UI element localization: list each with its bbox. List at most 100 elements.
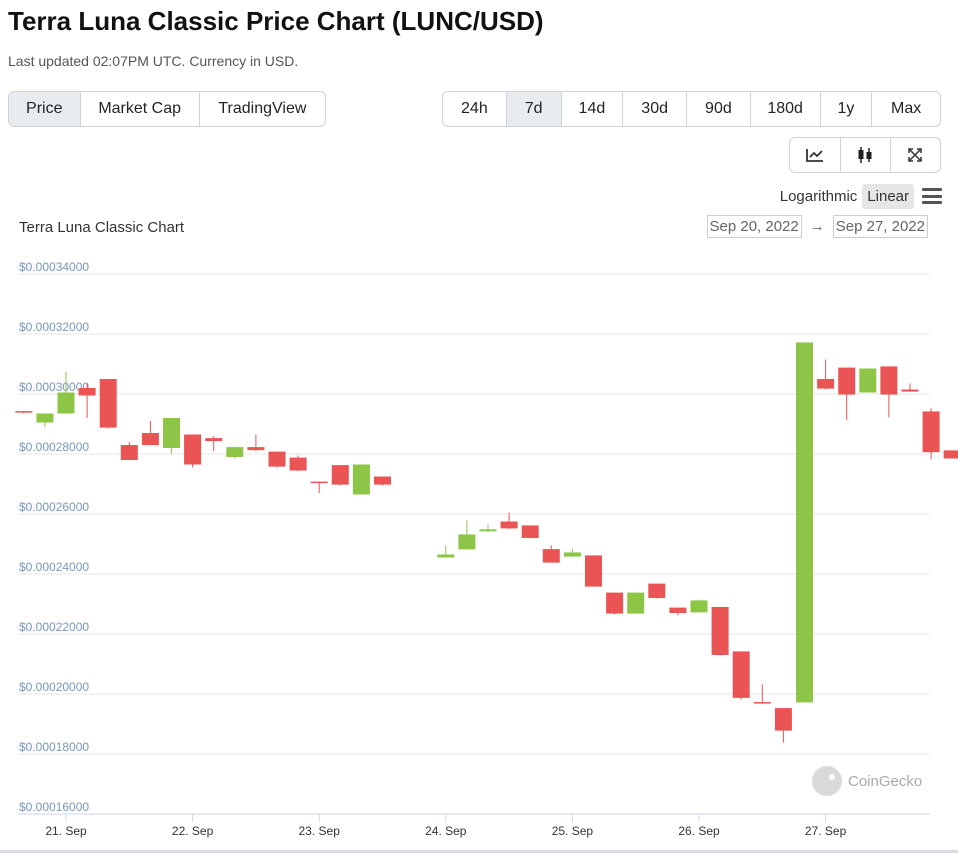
candle-down[interactable] [331, 465, 349, 486]
candle-body [226, 447, 244, 457]
candle-body [859, 368, 877, 393]
candle-down[interactable] [711, 607, 729, 656]
scale-selector: Logarithmic Linear [775, 181, 942, 211]
candle-down[interactable] [774, 708, 792, 743]
candle-down[interactable] [205, 436, 223, 451]
linear-option[interactable]: Linear [862, 183, 914, 209]
candle-down[interactable] [817, 359, 835, 390]
candle-down[interactable] [732, 651, 750, 700]
candle-down[interactable] [374, 476, 391, 486]
watermark-text: CoinGecko [848, 772, 923, 790]
range-7d-button[interactable]: 7d [506, 92, 562, 126]
x-tick-label: 24. Sep [425, 824, 467, 838]
line-chart-button[interactable] [790, 138, 842, 172]
tab-tradingview[interactable]: TradingView [218, 100, 307, 117]
candle-body [648, 583, 666, 598]
candle-up[interactable] [437, 545, 455, 558]
candle-up[interactable] [36, 413, 54, 428]
candle-down[interactable] [880, 366, 898, 418]
candle-down[interactable] [648, 583, 666, 599]
candle-body [120, 445, 138, 460]
candle-body [753, 702, 771, 704]
candle-body [352, 464, 370, 495]
candle-down[interactable] [310, 481, 328, 493]
candle-down[interactable] [753, 684, 771, 704]
range-24h-button[interactable]: 24h [443, 92, 507, 126]
candle-body [15, 411, 33, 413]
candle-body [310, 481, 328, 484]
y-tick-label: $0.00024000 [19, 560, 89, 574]
candle-up[interactable] [563, 548, 581, 557]
candle-body [922, 411, 940, 453]
date-to-input[interactable]: Sep 27, 2022 [832, 215, 928, 238]
line-chart-icon [806, 149, 824, 162]
range-180d-button[interactable]: 180d [751, 92, 821, 126]
range-max-button[interactable]: Max [891, 100, 922, 117]
candle-body [690, 600, 708, 613]
candle-down[interactable] [141, 421, 159, 445]
candle-up[interactable] [163, 418, 180, 454]
candle-down[interactable] [585, 555, 602, 587]
range-30d-button[interactable]: 30d [623, 92, 688, 126]
candle-up[interactable] [859, 368, 877, 393]
fullscreen-button[interactable] [891, 138, 940, 172]
candle-up[interactable] [627, 592, 645, 614]
candle-body [585, 555, 602, 587]
candle-body [163, 418, 180, 448]
candle-up[interactable] [690, 599, 708, 613]
candle-down[interactable] [521, 525, 539, 539]
candle-body [268, 451, 286, 467]
range-90d-button[interactable]: 90d [687, 92, 751, 126]
candles [15, 342, 958, 743]
candle-down[interactable] [99, 379, 117, 429]
candle-up[interactable] [352, 464, 370, 495]
date-from-input[interactable]: Sep 20, 2022 [706, 215, 802, 238]
candle-down[interactable] [838, 367, 856, 421]
range-14d-button[interactable]: 14d [562, 92, 624, 126]
candle-down[interactable] [500, 512, 518, 530]
candle-body [732, 651, 750, 698]
y-tick-label: $0.00016000 [19, 800, 89, 814]
candle-up[interactable] [226, 446, 244, 459]
candle-body [479, 529, 497, 532]
y-axis-labels: $0.00016000 $0.00018000 $0.00020000 $0.0002… [19, 260, 89, 814]
candle-down[interactable] [247, 434, 265, 452]
candle-body [36, 413, 54, 423]
range-1y-button[interactable]: 1y [821, 92, 873, 126]
candle-down[interactable] [289, 455, 307, 472]
candle-body [627, 592, 645, 614]
candle-down[interactable] [15, 411, 33, 414]
x-axis: 21. Sep 22. Sep 23. Sep 24. Sep 25. Sep 26. S… [18, 813, 930, 838]
candle-down[interactable] [606, 592, 624, 615]
view-tabs: Price Market Cap TradingView [8, 91, 326, 127]
last-updated-text: Last updated 02:07PM UTC. Currency in US… [8, 53, 299, 69]
candle-down[interactable] [669, 607, 687, 616]
candle-down[interactable] [922, 408, 940, 460]
candle-body [500, 521, 518, 529]
candle-down[interactable] [943, 450, 958, 459]
candle-body [880, 366, 898, 395]
candle-up[interactable] [479, 524, 497, 533]
candle-up[interactable] [458, 520, 476, 550]
candle-body [331, 465, 349, 485]
x-tick-label: 23. Sep [299, 824, 341, 838]
candlestick-button[interactable] [841, 138, 891, 172]
candle-down[interactable] [120, 442, 138, 460]
candle-down[interactable] [78, 383, 96, 419]
chart-title: Terra Luna Classic Chart [19, 219, 185, 236]
tab-market-cap[interactable]: Market Cap [81, 92, 200, 126]
candle-down[interactable] [542, 545, 560, 563]
tab-price[interactable]: Price [9, 92, 81, 126]
date-range: Sep 20, 2022 → Sep 27, 2022 [706, 215, 928, 238]
chart-type-tabs [789, 137, 941, 173]
hamburger-menu-icon[interactable] [922, 188, 942, 204]
logarithmic-option[interactable]: Logarithmic [779, 187, 858, 205]
candle-down[interactable] [901, 383, 919, 392]
candle-down[interactable] [184, 434, 202, 468]
candle-up[interactable] [57, 371, 75, 414]
candle-up[interactable] [796, 342, 813, 703]
candle-down[interactable] [268, 451, 286, 468]
candle-body [205, 438, 223, 442]
candle-body [57, 392, 75, 414]
